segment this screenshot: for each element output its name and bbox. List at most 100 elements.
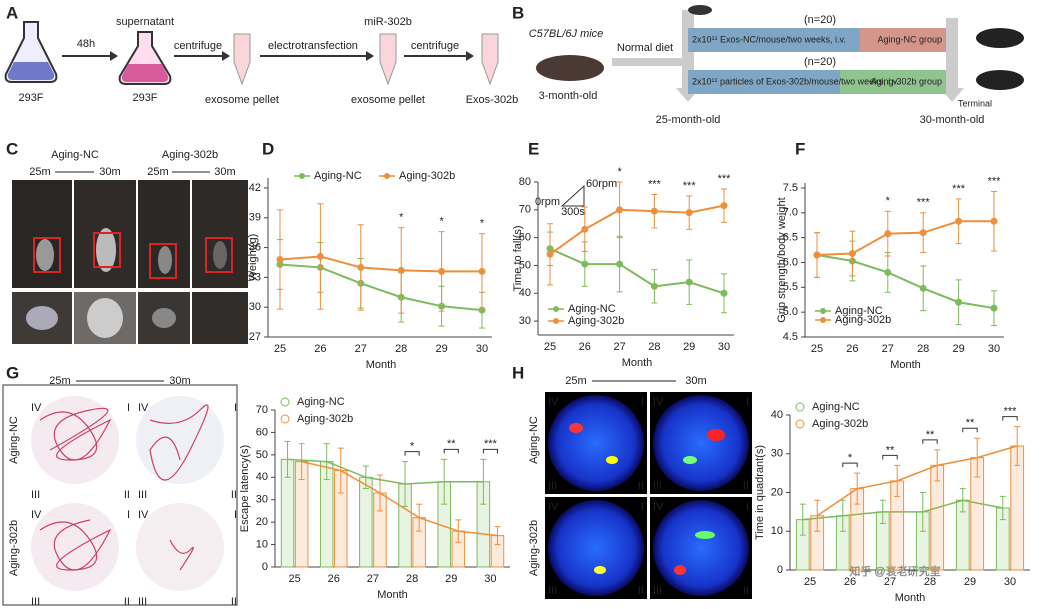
y-tick-label: 36 — [249, 241, 261, 253]
legend-marker — [553, 318, 559, 324]
quadrant-label: III — [31, 596, 40, 608]
y-tick-label: 10 — [771, 525, 783, 537]
label: Normal diet — [617, 42, 673, 54]
significance: *** — [988, 175, 1002, 187]
x-tick-label: 28 — [924, 576, 936, 588]
y-axis-label: Grip strength/body weight — [776, 197, 788, 322]
y-tick-label: 5.5 — [783, 281, 798, 293]
quadrant-label: I — [641, 396, 644, 408]
legend-marker — [299, 173, 305, 179]
y-tick-label: 39 — [249, 212, 261, 224]
label: Terminal — [958, 98, 992, 108]
quadrant-label: IV — [138, 509, 149, 521]
y-tick-label: 7.5 — [783, 182, 798, 194]
x-axis-label: Month — [366, 359, 397, 371]
y-tick-label: 70 — [519, 204, 531, 216]
panel-label: E — [528, 139, 539, 158]
label: 30m — [685, 375, 706, 387]
x-tick-label: 30 — [718, 341, 730, 353]
label: C57BL/6J mice — [529, 28, 604, 40]
quadrant-label: IV — [653, 501, 664, 513]
label: centrifuge — [411, 40, 459, 52]
label: 25m — [49, 375, 70, 387]
mouse — [688, 5, 712, 15]
quadrant-label: III — [138, 489, 147, 501]
significance: ** — [447, 438, 456, 450]
significance-bracket — [962, 427, 978, 433]
panel-label: A — [6, 3, 18, 22]
x-tick-label: 26 — [846, 343, 858, 355]
arrowhead — [222, 51, 230, 61]
quadrant-label: IV — [548, 501, 559, 513]
y-tick-label: 0 — [262, 561, 268, 573]
significance: ** — [926, 429, 935, 441]
significance: *** — [952, 183, 966, 195]
series-line — [549, 247, 725, 295]
y-tick-label: 20 — [256, 516, 268, 528]
label: 30-month-old — [920, 114, 985, 126]
legend-label: Aging-NC — [314, 170, 362, 182]
legend-marker — [795, 402, 805, 412]
heatmaps — [545, 392, 752, 599]
significance: * — [399, 212, 404, 224]
label: 25m — [565, 375, 586, 387]
legend-label: Aging-NC — [568, 303, 616, 315]
marker — [581, 225, 589, 233]
x-axis-label: Month — [622, 357, 653, 369]
quadrant-label: II — [124, 489, 130, 501]
marker — [397, 266, 405, 274]
mouse — [976, 28, 1024, 48]
legend-label: Aging-302b — [297, 413, 353, 425]
y-tick-label: 5.0 — [783, 306, 798, 318]
significance-bracket — [842, 462, 858, 468]
label: Aging-NC — [528, 416, 540, 464]
y-tick-label: 27 — [249, 331, 261, 343]
x-tick-label: 27 — [355, 343, 367, 355]
label: miR-302b — [364, 16, 412, 28]
quadrant-label: I — [746, 501, 749, 513]
series-line — [549, 204, 725, 256]
y-tick-label: 30 — [256, 494, 268, 506]
marker — [919, 284, 927, 292]
x-tick-label: 30 — [1004, 576, 1016, 588]
label: 25-month-old — [656, 114, 721, 126]
timeline — [946, 18, 958, 90]
significance-bracket — [443, 448, 459, 454]
legend-label: Aging-302b — [812, 418, 868, 430]
x-tick-label: 25 — [544, 341, 556, 353]
significance: *** — [683, 180, 697, 192]
quadrant-label: I — [234, 509, 237, 521]
label: Aging-302b — [8, 520, 20, 576]
significance: *** — [648, 178, 662, 190]
marker — [685, 209, 693, 217]
quadrant-label: III — [31, 489, 40, 501]
series-line — [816, 445, 1018, 517]
y-tick-label: 60 — [519, 232, 531, 244]
marker — [685, 278, 693, 286]
legend-marker — [820, 308, 826, 314]
x-tick-label: 29 — [445, 573, 457, 585]
significance: * — [848, 452, 853, 464]
x-tick-label: 30 — [476, 343, 488, 355]
tube — [481, 33, 499, 86]
label: 3-month-old — [539, 90, 598, 102]
marker — [616, 260, 624, 268]
watermark: 知乎 @衰老研究室 — [849, 564, 940, 578]
series-line — [802, 499, 1003, 521]
marker — [650, 282, 658, 290]
legend-label: Aging-302b — [399, 170, 455, 182]
marker — [478, 306, 486, 314]
quadrant-label: II — [638, 585, 644, 597]
series-line — [816, 220, 994, 257]
x-tick-label: 29 — [683, 341, 695, 353]
x-tick-label: 25 — [804, 576, 816, 588]
legend-marker — [820, 317, 826, 323]
quadrant-label: II — [743, 585, 749, 597]
arrowhead — [466, 51, 474, 61]
x-tick-label: 28 — [395, 343, 407, 355]
quadrant-label: IV — [653, 396, 664, 408]
label: Exos-302b — [466, 94, 519, 106]
x-tick-label: 27 — [613, 341, 625, 353]
